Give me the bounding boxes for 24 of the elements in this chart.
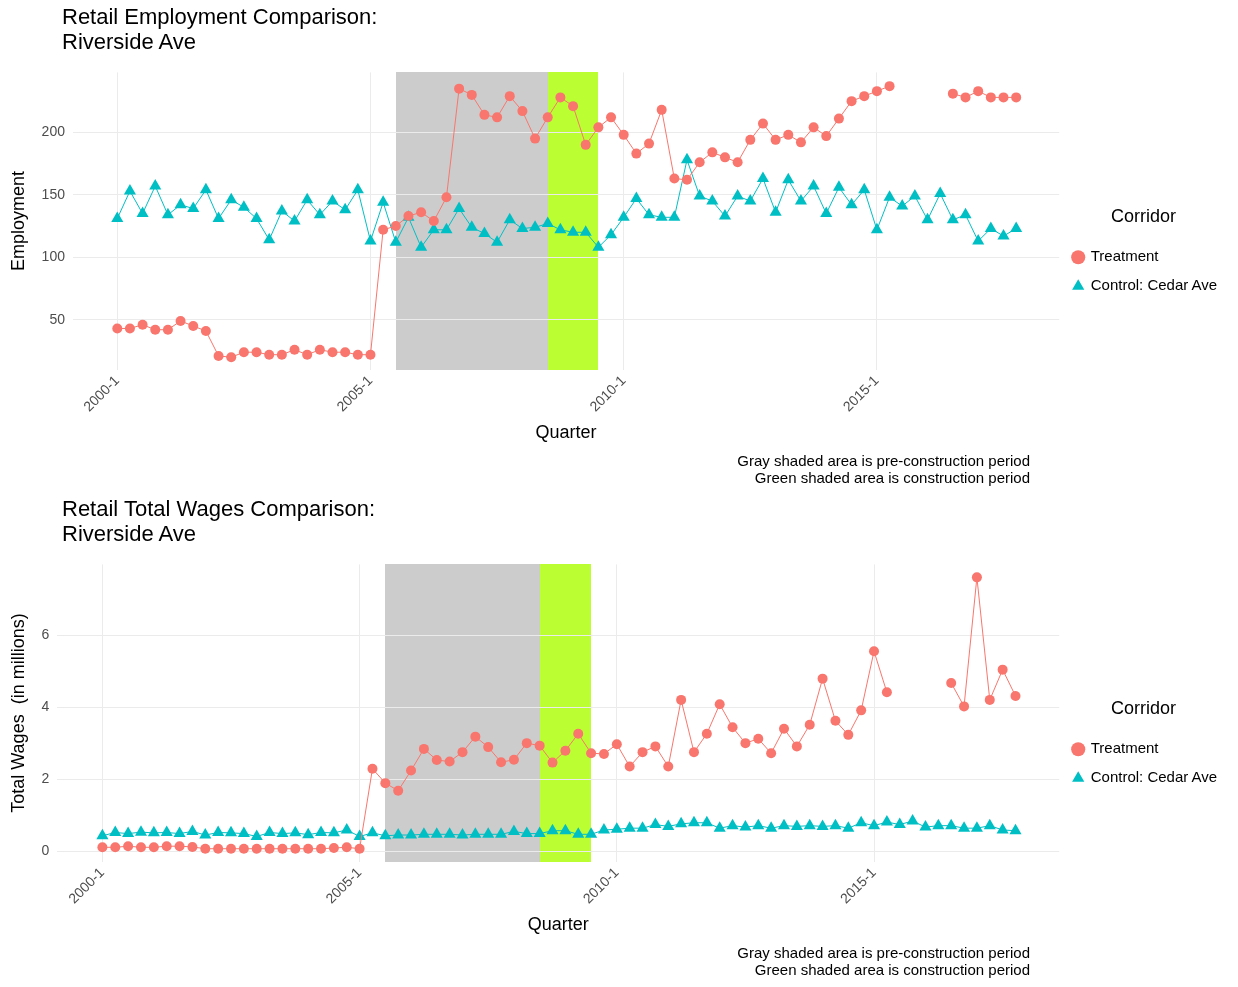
- text: Gray shaded area is pre-construction period: [736, 944, 1030, 961]
- legend-label: Treatment: [1090, 247, 1160, 265]
- x-axis-title: Quarter: [535, 422, 597, 443]
- y-axis-title: Employment: [7, 171, 28, 272]
- text: Green shaded area is construction period: [753, 469, 1030, 486]
- legend-label: Control: Cedar Ave: [1090, 276, 1218, 294]
- y-tick-label: 4: [41, 698, 50, 715]
- legend-label: Control: Cedar Ave: [1090, 768, 1218, 786]
- y-tick-label: 0: [41, 842, 50, 859]
- text: Gray shaded area is pre-construction period: [736, 452, 1030, 469]
- y-tick-label: 50: [49, 310, 66, 327]
- y-tick-label: 6: [41, 626, 50, 643]
- legend-label: Treatment: [1090, 739, 1160, 757]
- y-tick-label: 200: [41, 123, 66, 140]
- legend-title: Corridor: [1111, 206, 1177, 227]
- y-tick-label: 150: [41, 185, 66, 202]
- x-axis-title: Quarter: [527, 914, 589, 935]
- y-tick-label: 100: [41, 248, 66, 265]
- chart-title: Retail Total Wages Comparison: Riverside Ave: [62, 496, 376, 546]
- y-axis-title: Total Wages (in millions): [7, 613, 28, 813]
- text: Green shaded area is construction period: [753, 961, 1030, 978]
- chart-title: Retail Employment Comparison: Riverside Ave: [62, 4, 378, 54]
- legend-title: Corridor: [1111, 698, 1177, 719]
- y-tick-label: 2: [41, 770, 50, 787]
